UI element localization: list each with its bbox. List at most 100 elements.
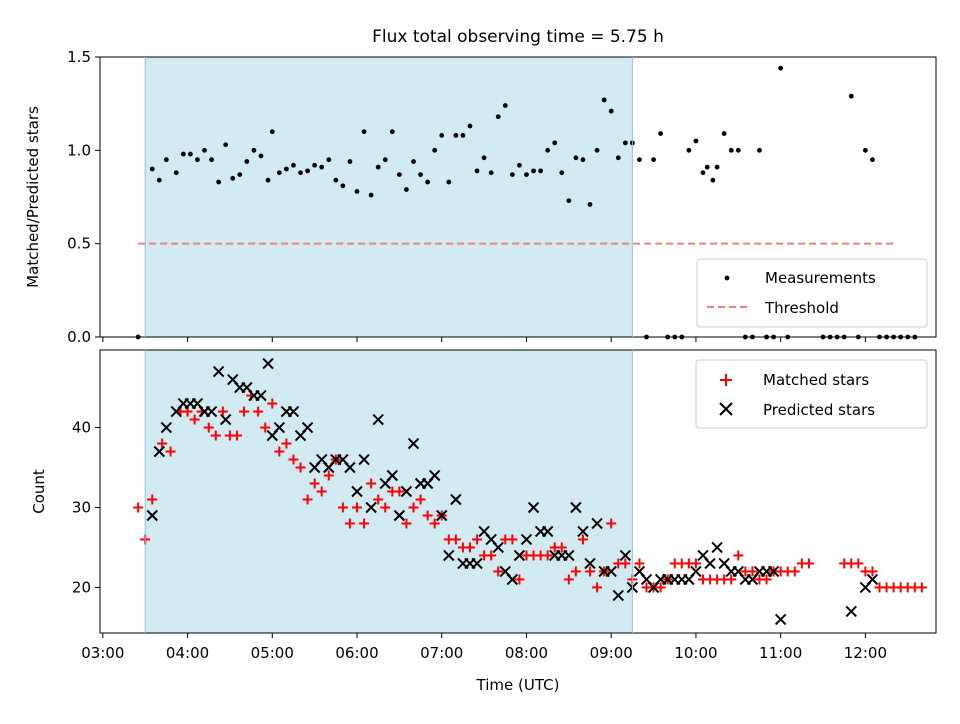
predicted-star-point [301, 421, 314, 434]
measurement-point [700, 170, 706, 176]
ratio-y-axis-label: Matched/Predicted stars [24, 106, 42, 288]
ratio-legend-box [696, 258, 928, 328]
measurement-point [326, 157, 332, 163]
matched-star-point [493, 566, 504, 577]
predicted-x-b [262, 357, 274, 370]
matched-star-point [373, 494, 384, 505]
predicted-x-b [513, 549, 526, 562]
predicted-star-point [577, 525, 589, 538]
measurement-point [298, 170, 303, 176]
measurement-point [545, 147, 551, 153]
legend-threshold-label: Threshold [764, 299, 839, 317]
count-legend-box [695, 359, 928, 429]
predicted-x-b [527, 501, 540, 514]
matched-star-point [274, 446, 285, 457]
measurement-point [714, 164, 720, 170]
measurement-point [180, 151, 186, 157]
predicted-x-b [273, 421, 286, 434]
predicted-x-b [690, 565, 702, 578]
matched-star-point [726, 574, 737, 585]
x-tick-label: 08:00 [505, 644, 548, 662]
predicted-x-b [301, 421, 314, 434]
measurement-point [209, 157, 214, 163]
measurement-point [156, 177, 162, 183]
predicted-x-b [499, 565, 511, 578]
predicted-star-point [845, 605, 857, 618]
matched-star-point [133, 502, 144, 513]
measurement-point [693, 138, 699, 144]
predicted-x-b [732, 565, 745, 578]
x-axis-label: Time (UTC) [476, 676, 560, 694]
matched-star-point [422, 510, 433, 521]
chart-title: Flux total observing time = 5.75 h [372, 27, 664, 47]
matched-star-point [309, 478, 320, 489]
legend-predicted-marker [719, 402, 733, 416]
predicted-x-b [428, 469, 441, 482]
predicted-x-b [316, 453, 328, 466]
measurement-point [258, 153, 264, 159]
matched-star-point [253, 406, 264, 417]
predicted-star-point [344, 461, 356, 474]
x-tick-label: 12:00 [844, 644, 887, 662]
matched-star-point [415, 494, 426, 505]
measurement-point [509, 172, 515, 178]
predicted-x-b [478, 525, 490, 538]
measurement-point [566, 198, 572, 204]
measurement-point [375, 164, 381, 170]
predicted-x-b [337, 453, 349, 466]
measurement-point [778, 65, 784, 71]
matched-star-point [267, 398, 278, 409]
matched-star-point [556, 542, 567, 553]
measurement-point [531, 168, 536, 174]
predicted-x-b [492, 541, 504, 554]
predicted-x-b [344, 461, 356, 474]
matched-star-point [210, 430, 221, 441]
x-tick-label: 06:00 [335, 644, 378, 662]
predicted-x-b [393, 509, 406, 522]
matched-star-point [157, 438, 168, 449]
matched-star-point [747, 566, 758, 577]
predicted-star-point [212, 365, 225, 378]
predicted-x-b [219, 413, 232, 426]
matched-star-point [408, 502, 419, 513]
predicted-star-point [704, 557, 716, 570]
measurement-point [453, 133, 459, 138]
measurement-point [721, 131, 727, 136]
matched-star-point [344, 518, 355, 529]
matched-star-point [359, 518, 370, 529]
measurement-point [425, 179, 431, 185]
predicted-x-b [485, 533, 497, 546]
measurement-point [439, 133, 445, 138]
measurement-point [870, 157, 875, 163]
predicted-star-point [541, 525, 554, 538]
measurement-point [728, 147, 734, 153]
measurement-point [622, 140, 628, 146]
predicted-star-point [205, 405, 218, 418]
measurement-point [230, 175, 236, 181]
measurement-point [495, 114, 501, 120]
predicted-x-b [541, 525, 554, 538]
predicted-star-point [153, 445, 166, 458]
matched-star-point [916, 582, 927, 593]
matched-star-point [288, 454, 299, 465]
matched-star-point [761, 574, 772, 585]
predicted-star-point [605, 565, 617, 578]
measurement-point [615, 155, 621, 161]
measurement-point [552, 140, 558, 146]
measurement-point [637, 157, 642, 163]
predicted-x-b [633, 565, 646, 578]
measurement-point [244, 159, 250, 164]
measurement-point [361, 129, 367, 135]
measurement-point [340, 183, 346, 189]
x-tick-label: 04:00 [166, 644, 209, 662]
predicted-x-b [351, 485, 363, 498]
matched-star-point [620, 558, 631, 569]
predicted-stars-points [146, 357, 879, 626]
predicted-star-point [774, 613, 787, 626]
count-panel-frame [99, 349, 937, 634]
legend-measurements-marker [724, 275, 730, 281]
matched-star-point [203, 422, 214, 433]
measurement-point [658, 131, 664, 136]
predicted-star-point [287, 405, 300, 418]
measurement-point [446, 179, 452, 185]
